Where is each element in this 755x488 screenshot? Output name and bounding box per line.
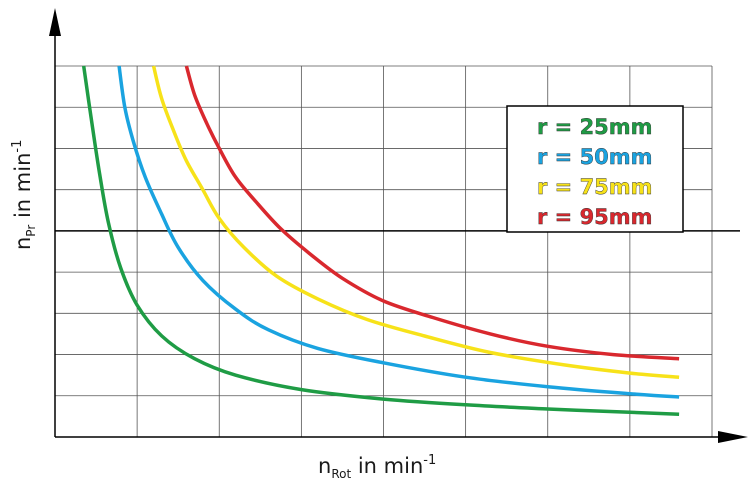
chart-grid: [54, 65, 713, 438]
series-line-3: [151, 65, 680, 379]
y-axis-label: nPr in min-1: [10, 140, 38, 250]
legend-entry-3: r = 75mm: [537, 175, 653, 199]
legend-entry-2: r = 50mm: [537, 145, 653, 169]
legend-box: [506, 105, 684, 233]
series-line-4: [184, 65, 680, 361]
y-axis-arrow: [49, 8, 61, 36]
chart-axes: [49, 8, 748, 443]
x-axis-label: nRot in min-1: [318, 453, 436, 481]
legend-entry-1: r = 25mm: [537, 115, 653, 139]
series-line-1: [81, 65, 680, 417]
legend-entry-4: r = 95mm: [537, 205, 653, 229]
x-axis-arrow: [718, 431, 748, 443]
series-line-2: [117, 65, 680, 399]
chart-legend: r = 25mm r = 50mm r = 75mm r = 95mm: [506, 105, 684, 233]
chart-series: [81, 65, 680, 417]
